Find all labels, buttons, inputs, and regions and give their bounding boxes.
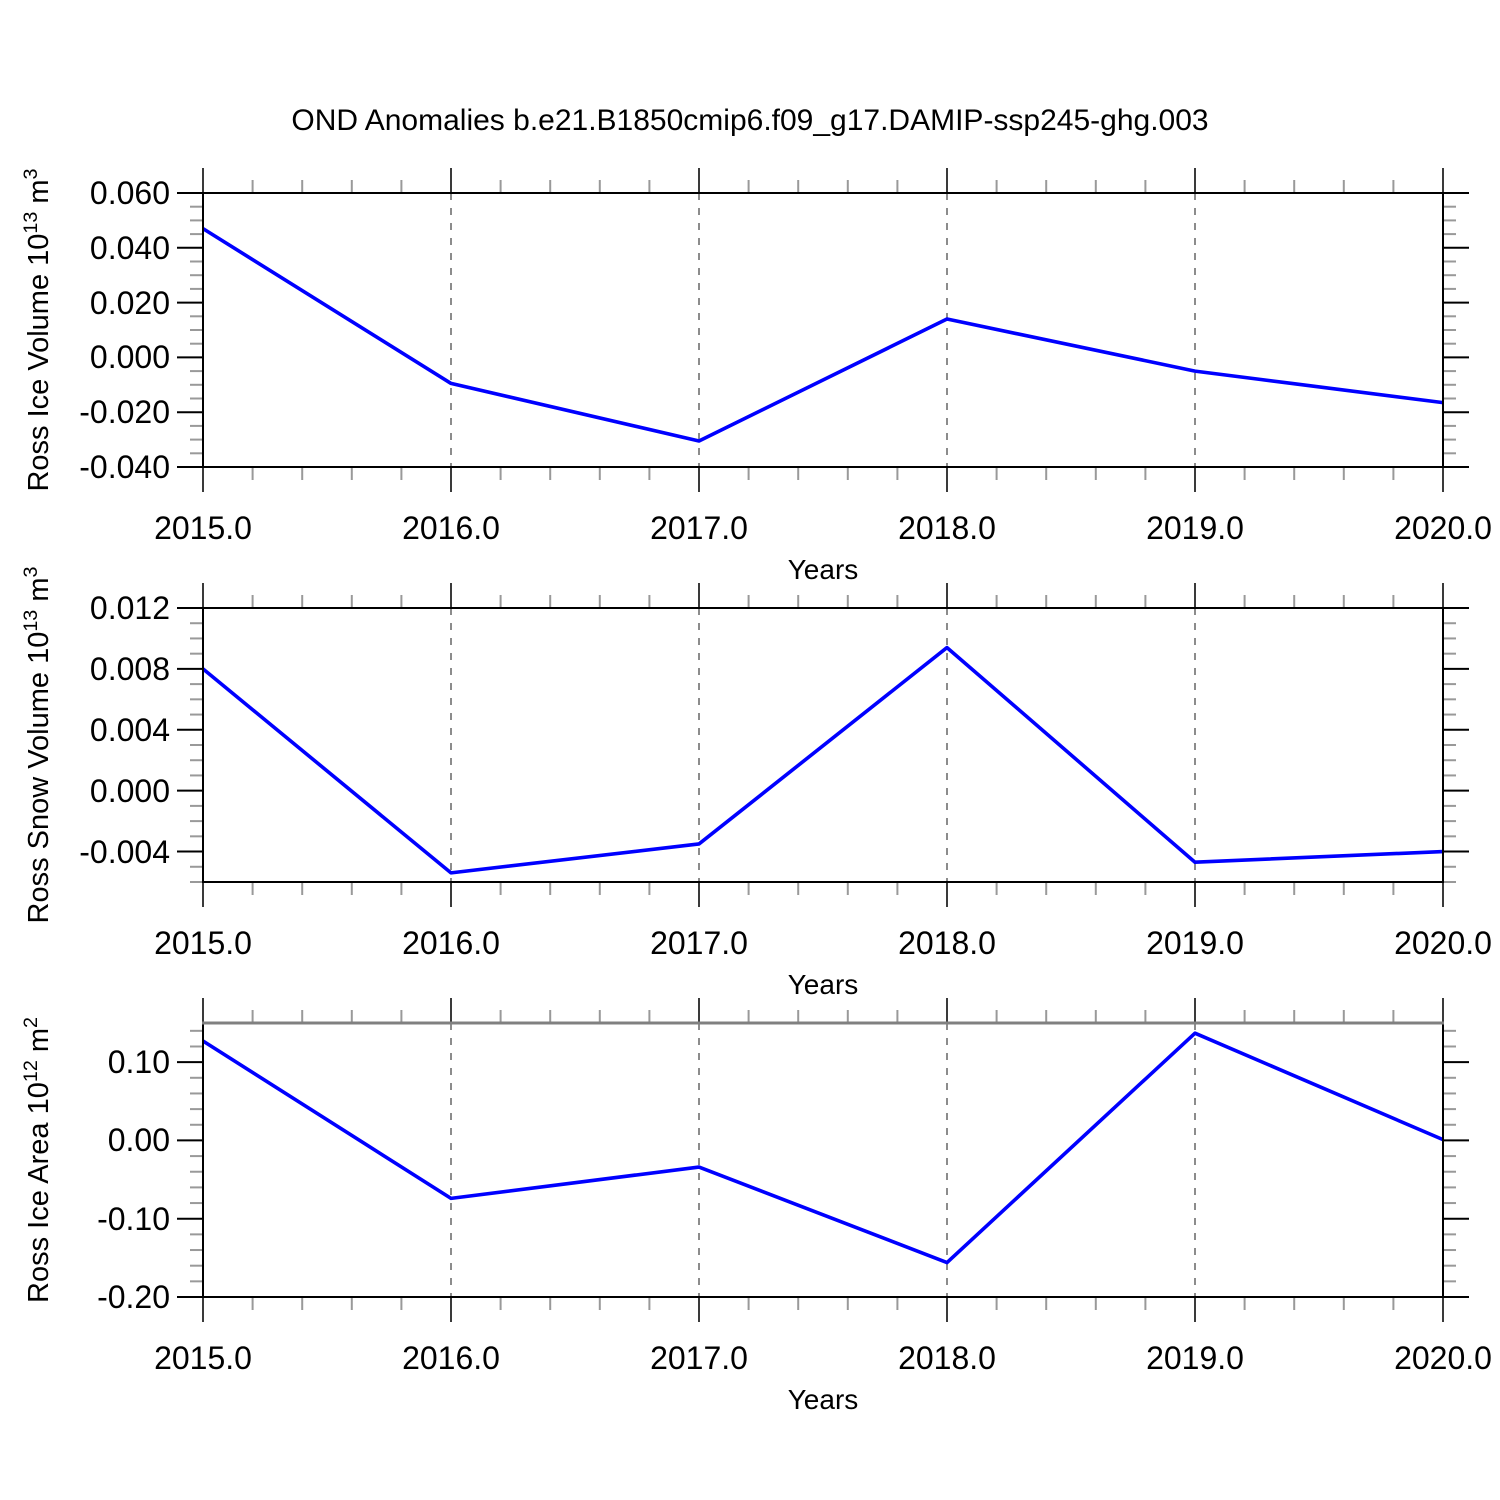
- y-tick-label: 0.020: [89, 284, 170, 321]
- x-tick-label: 2020.0: [1394, 925, 1492, 961]
- y-tick-label: 0.060: [89, 175, 170, 211]
- data-line: [202, 1031, 1444, 1265]
- data-line: [201, 645, 1444, 875]
- data-line: [202, 227, 1444, 443]
- x-tick-label: 2016.0: [402, 925, 500, 961]
- y-tick-label: 0.000: [89, 339, 170, 376]
- x-tick-label: 2016.0: [402, 1340, 500, 1376]
- y-tick-label: 0.008: [89, 650, 170, 687]
- y-axis-title: Ross Ice Area 1012 m2: [20, 1017, 55, 1303]
- y-axis-title: Ross Ice Volume 1013 m3: [20, 168, 55, 492]
- x-tick-label: 2017.0: [650, 510, 748, 546]
- x-tick-label: 2015.0: [154, 1340, 252, 1376]
- panel-frame: [202, 192, 1444, 468]
- y-tick-label: -0.004: [79, 833, 170, 870]
- x-tick-label: 2019.0: [1146, 510, 1244, 546]
- x-tick-label: 2018.0: [898, 510, 996, 546]
- y-tick-label: 0.004: [89, 711, 170, 748]
- y-tick-label: -0.020: [79, 394, 170, 431]
- y-tick-label: 0.00: [107, 1122, 170, 1159]
- x-axis-title: Years: [787, 554, 859, 585]
- x-tick-label: 2018.0: [898, 1340, 996, 1376]
- x-tick-label: 2019.0: [1146, 925, 1244, 961]
- x-tick-label: 2017.0: [650, 925, 748, 961]
- x-tick-label: 2020.0: [1394, 1340, 1492, 1376]
- x-tick-label: 2015.0: [154, 925, 252, 961]
- chart-title: OND Anomalies b.e21.B1850cmip6.f09_g17.D…: [291, 104, 1209, 137]
- x-axis-title: Years: [787, 969, 859, 1000]
- x-tick-label: 2017.0: [650, 1340, 748, 1376]
- x-axis-title: Years: [787, 1384, 859, 1415]
- x-tick-label: 2016.0: [402, 510, 500, 546]
- y-tick-label: 0.000: [89, 772, 170, 809]
- y-tick-label: -0.040: [79, 449, 170, 485]
- y-tick-label: -0.10: [97, 1200, 170, 1237]
- y-tick-label: 0.10: [107, 1044, 170, 1081]
- y-tick-label: -0.20: [97, 1279, 170, 1315]
- x-tick-label: 2020.0: [1394, 510, 1492, 546]
- panel-frame: [202, 607, 1444, 883]
- x-tick-label: 2018.0: [898, 925, 996, 961]
- y-tick-label: 0.012: [89, 590, 170, 626]
- x-tick-label: 2015.0: [154, 510, 252, 546]
- x-tick-label: 2019.0: [1146, 1340, 1244, 1376]
- y-axis-title: Ross Snow Volume 1013 m3: [20, 566, 55, 924]
- y-tick-label: 0.040: [89, 229, 170, 266]
